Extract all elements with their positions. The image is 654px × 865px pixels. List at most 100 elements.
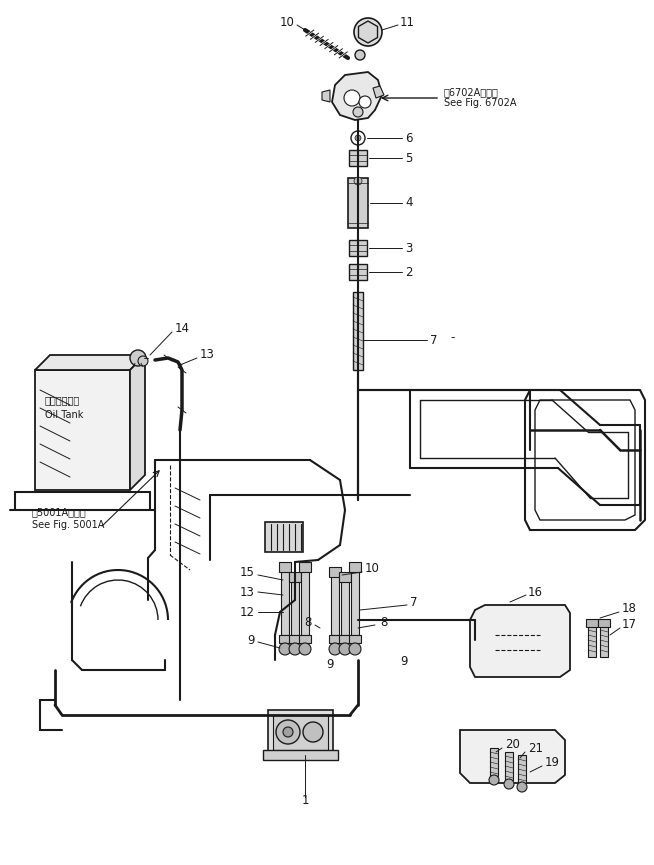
Circle shape [339, 643, 351, 655]
Circle shape [354, 18, 382, 46]
Text: 2: 2 [405, 266, 413, 279]
Text: 18: 18 [622, 601, 637, 614]
Text: See Fig. 5001A: See Fig. 5001A [32, 520, 105, 530]
Circle shape [351, 131, 365, 145]
Text: 13: 13 [200, 349, 215, 362]
Text: 8: 8 [380, 616, 387, 629]
Bar [301, 570, 309, 635]
Circle shape [289, 643, 301, 655]
Bar [299, 635, 311, 643]
Text: -: - [450, 331, 455, 344]
Bar [351, 570, 359, 635]
Text: See Fig. 6702A: See Fig. 6702A [444, 98, 517, 108]
Bar [329, 635, 341, 643]
Circle shape [355, 50, 365, 60]
Text: 7: 7 [430, 334, 438, 347]
Bar [586, 619, 598, 627]
Circle shape [354, 177, 362, 185]
Bar [289, 572, 301, 582]
Text: 11: 11 [400, 16, 415, 29]
Circle shape [299, 643, 311, 655]
Text: 第5001A図参照: 第5001A図参照 [32, 507, 87, 517]
Polygon shape [470, 605, 570, 677]
Polygon shape [332, 72, 382, 120]
Bar [291, 580, 299, 635]
Text: 10: 10 [280, 16, 295, 29]
Text: 16: 16 [528, 586, 543, 599]
Bar [263, 750, 338, 760]
Circle shape [303, 722, 323, 742]
Circle shape [130, 350, 146, 366]
Circle shape [138, 356, 148, 366]
Bar [289, 635, 301, 643]
Text: 14: 14 [175, 322, 190, 335]
Text: 9: 9 [400, 655, 407, 668]
Bar [349, 562, 361, 572]
Circle shape [349, 643, 361, 655]
Bar [279, 562, 291, 572]
Text: 第6702A図参照: 第6702A図参照 [444, 87, 499, 97]
Text: 6: 6 [405, 131, 413, 144]
Polygon shape [358, 21, 377, 43]
Text: 3: 3 [405, 241, 413, 254]
Text: 4: 4 [405, 196, 413, 209]
Bar [490, 748, 498, 776]
Bar [349, 240, 367, 256]
Circle shape [344, 90, 360, 106]
Bar [329, 567, 341, 577]
Text: 10: 10 [365, 561, 380, 574]
Polygon shape [322, 90, 330, 102]
Text: 8: 8 [305, 616, 312, 629]
Text: 5: 5 [405, 151, 413, 164]
Bar [339, 635, 351, 643]
Circle shape [353, 107, 363, 117]
Text: 15: 15 [240, 566, 255, 579]
Text: 17: 17 [622, 618, 637, 631]
Bar [331, 575, 339, 635]
Text: 21: 21 [528, 741, 543, 754]
Circle shape [489, 775, 499, 785]
Circle shape [329, 643, 341, 655]
Text: Oil Tank: Oil Tank [45, 410, 83, 420]
Polygon shape [35, 370, 130, 490]
Bar [588, 625, 596, 657]
Text: オイルタンク: オイルタンク [45, 395, 80, 405]
Text: 9: 9 [247, 633, 255, 646]
Bar [299, 562, 311, 572]
Polygon shape [35, 355, 145, 370]
Polygon shape [373, 86, 384, 98]
Polygon shape [460, 730, 565, 783]
Circle shape [504, 779, 514, 789]
Text: 9: 9 [326, 658, 334, 671]
Circle shape [279, 643, 291, 655]
Bar [273, 715, 328, 750]
Circle shape [359, 96, 371, 108]
Bar [268, 710, 333, 755]
Polygon shape [130, 355, 145, 490]
Text: 19: 19 [545, 755, 560, 768]
Bar [505, 752, 513, 780]
Text: 1: 1 [301, 793, 309, 806]
Bar [598, 619, 610, 627]
Bar [349, 264, 367, 280]
Bar [349, 635, 361, 643]
Bar [353, 292, 363, 370]
Circle shape [355, 135, 361, 141]
Circle shape [361, 25, 375, 39]
Bar [518, 755, 526, 783]
Bar [600, 625, 608, 657]
Bar [279, 635, 291, 643]
Bar [348, 178, 368, 228]
Bar [349, 150, 367, 166]
Circle shape [517, 782, 527, 792]
Text: 13: 13 [240, 586, 255, 599]
Bar [339, 572, 351, 582]
Text: 7: 7 [410, 595, 417, 608]
Circle shape [283, 727, 293, 737]
Bar [281, 570, 289, 635]
Text: 12: 12 [240, 606, 255, 618]
Circle shape [276, 720, 300, 744]
Bar [341, 580, 349, 635]
Text: 20: 20 [505, 739, 520, 752]
Bar [265, 522, 303, 552]
